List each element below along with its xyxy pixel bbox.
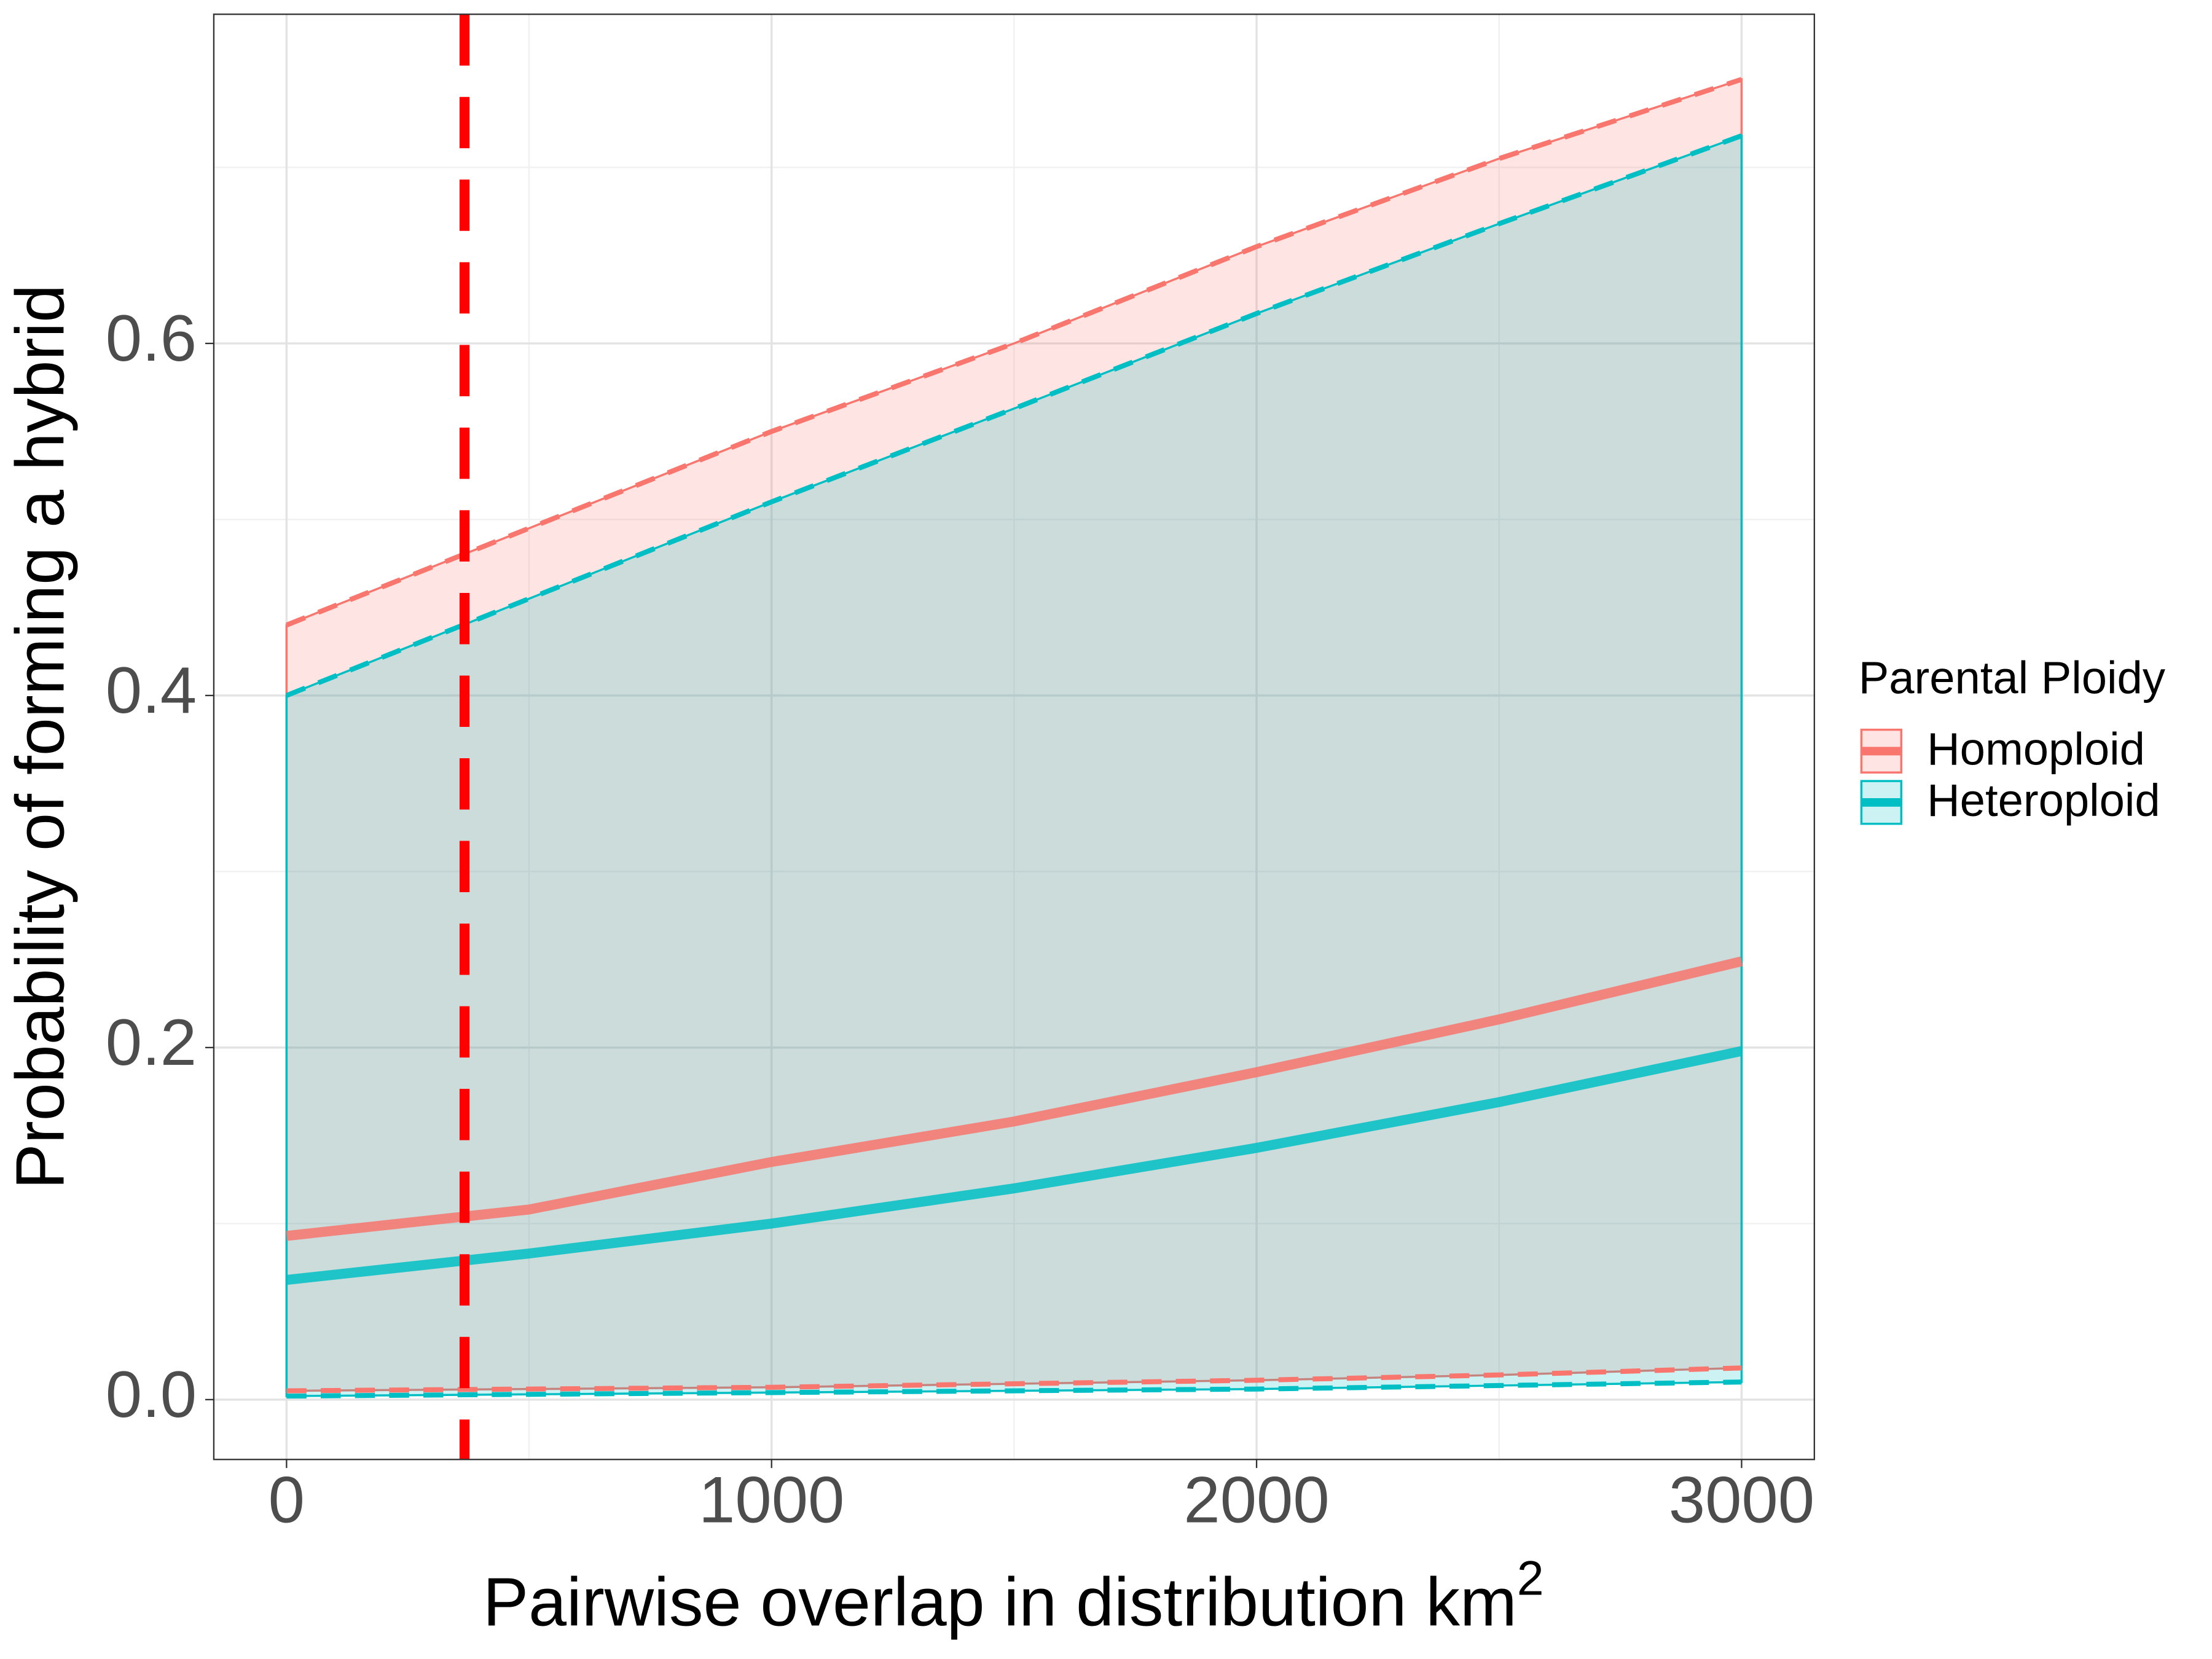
x-axis-title-text: Pairwise overlap in distribution km (483, 1564, 1517, 1641)
lower-bound-line (286, 1379, 1742, 1399)
x-tick-label: 1000 (699, 1463, 844, 1537)
mean-line (286, 956, 1743, 1241)
y-tick-label: 0.4 (106, 653, 197, 727)
axes: 0 1000 2000 3000 0.0 0.2 0.4 0.6 (106, 301, 1814, 1537)
y-tick-label: 0.6 (106, 301, 197, 375)
x-axis-title-sup: 2 (1517, 1551, 1544, 1606)
legend-title: Parental Ploidy (1859, 652, 2165, 703)
x-tick-label: 0 (269, 1463, 305, 1537)
panel-border (213, 14, 1815, 1461)
y-axis-title: Probability of forming a hybrid (2, 284, 79, 1190)
mean-line (286, 1046, 1743, 1285)
upper-bound-line (285, 133, 1743, 698)
legend-label: Homoploid (1927, 723, 2145, 774)
x-tick-label: 2000 (1183, 1463, 1329, 1537)
lower-bound-line (286, 1365, 1742, 1394)
legend-label: Heteroploid (1927, 775, 2160, 826)
y-tick-label: 0.0 (106, 1357, 197, 1431)
x-tick-label: 3000 (1669, 1463, 1814, 1537)
marks (285, 14, 1743, 1460)
y-tick-label: 0.2 (106, 1005, 197, 1079)
x-axis-title: Pairwise overlap in distribution km2 (483, 1551, 1544, 1641)
